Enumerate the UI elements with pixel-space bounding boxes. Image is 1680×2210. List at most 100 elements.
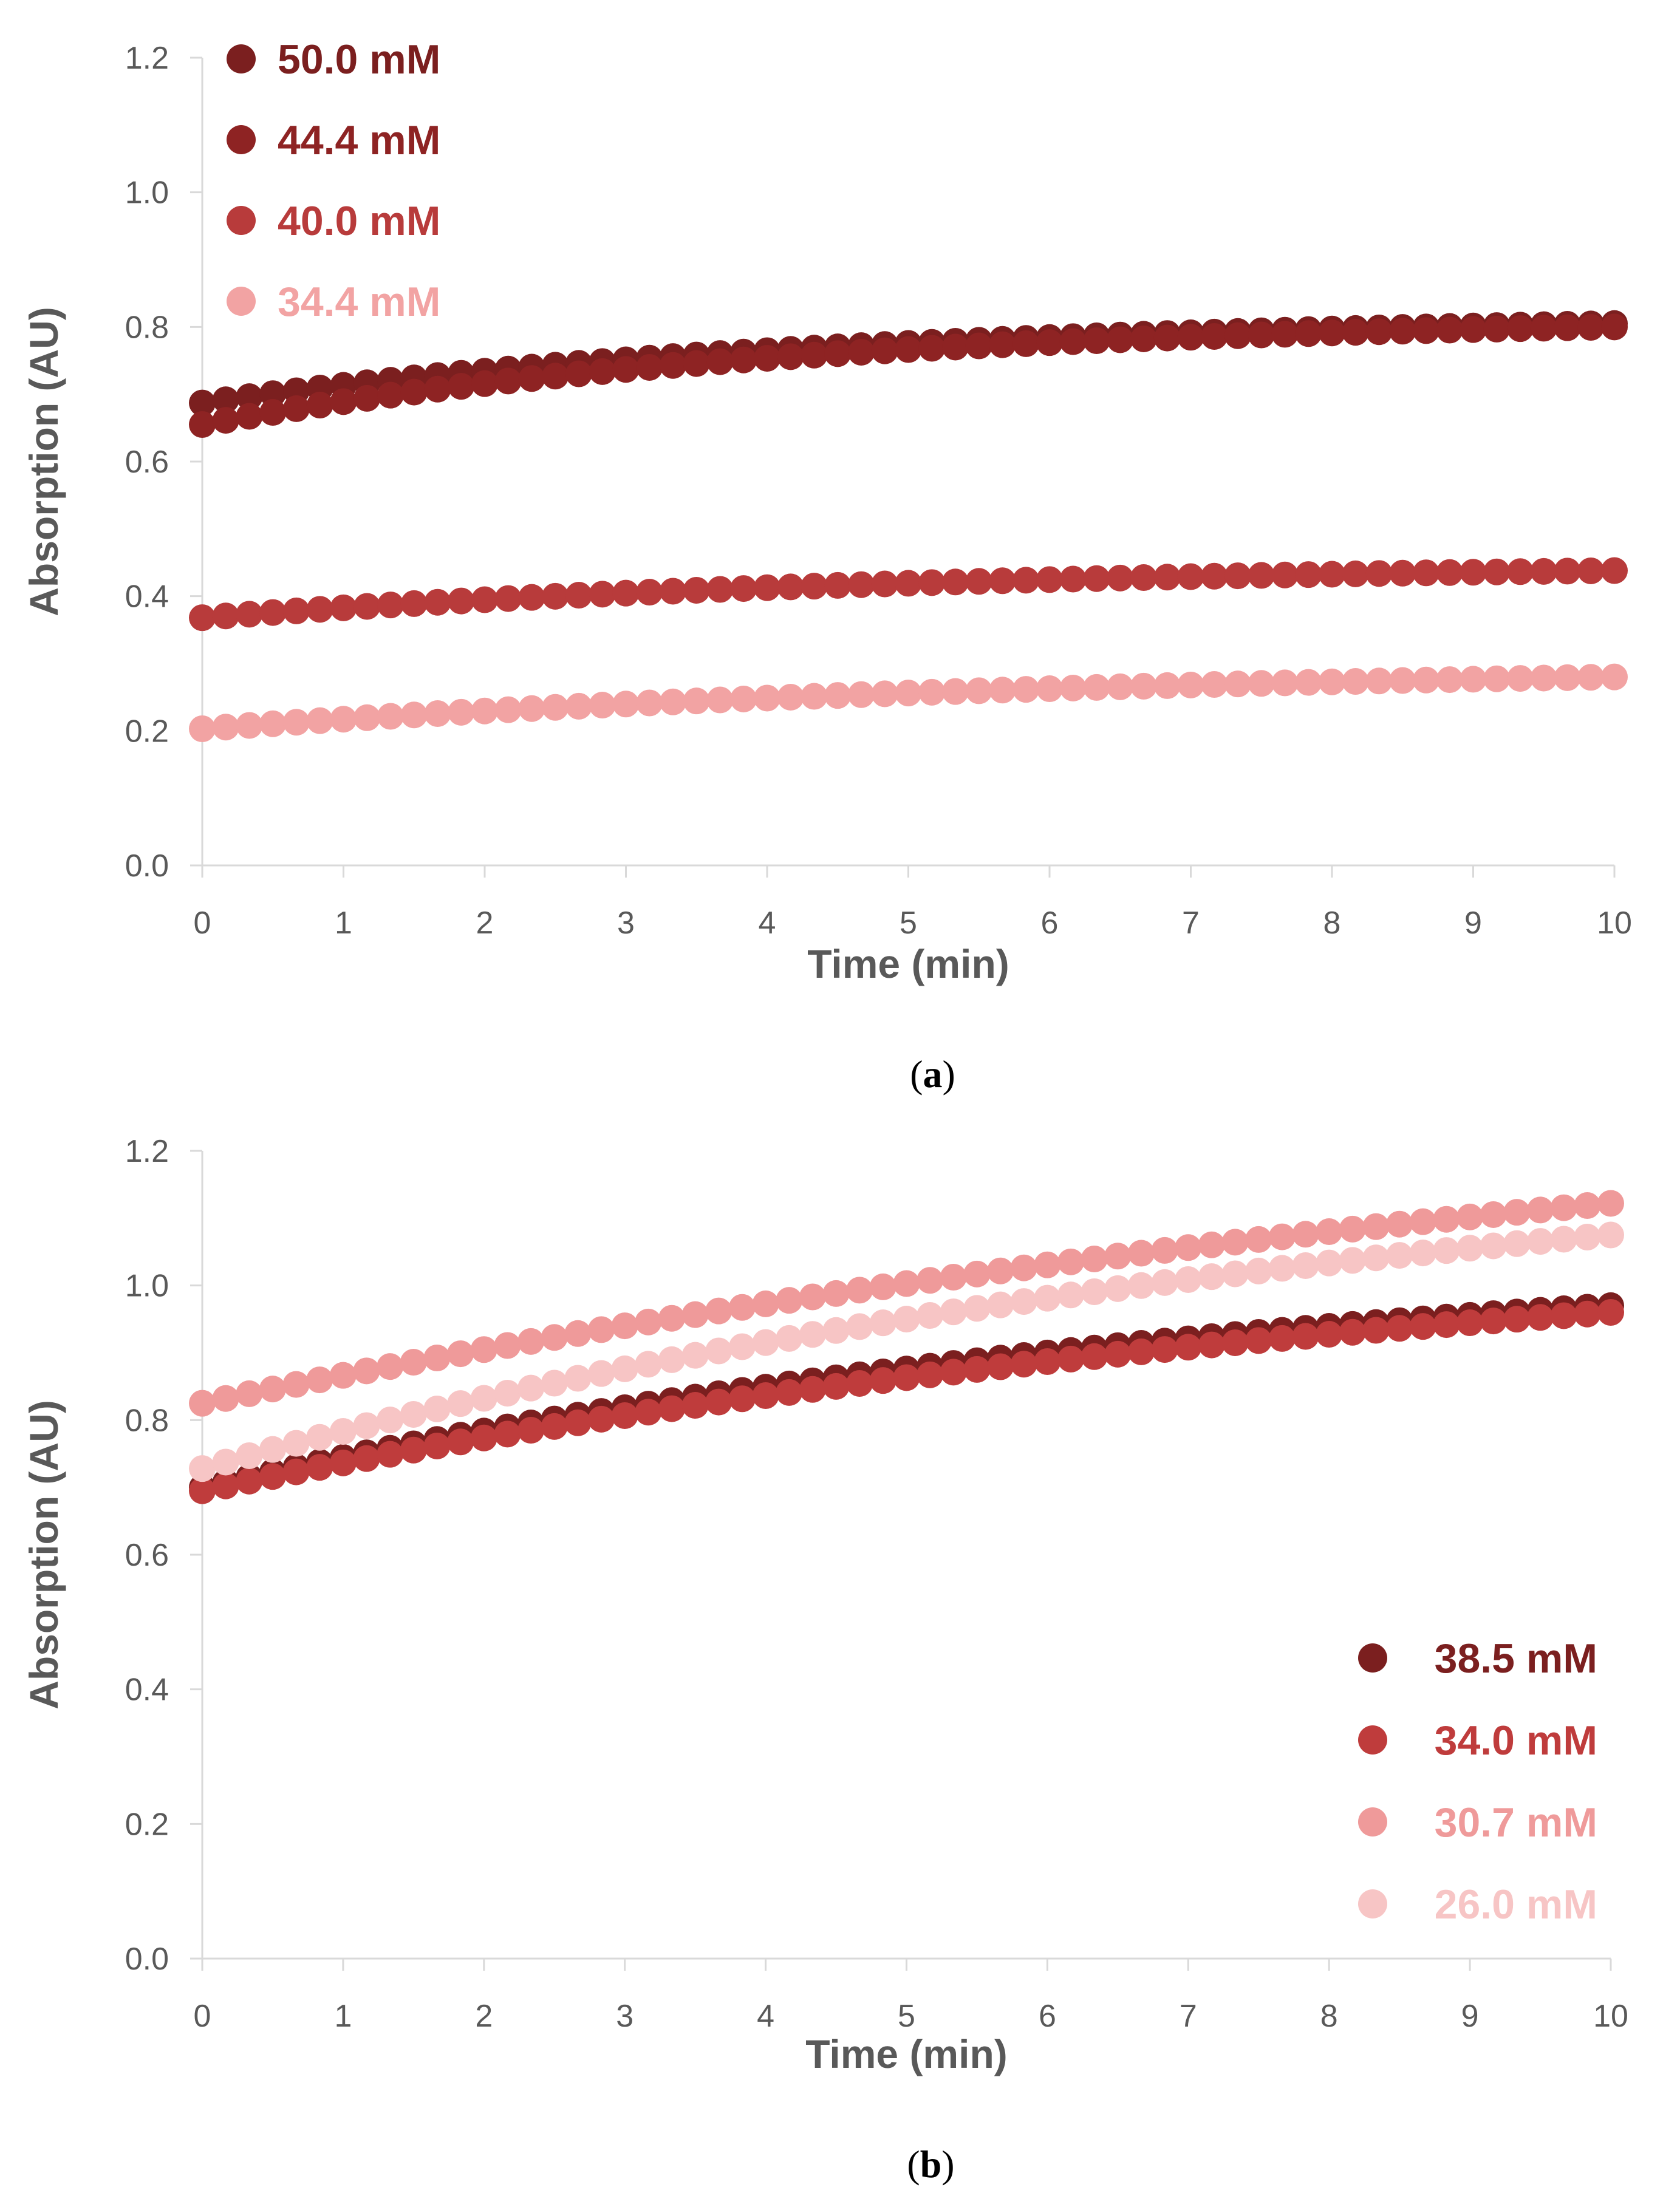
data-point	[1483, 315, 1511, 343]
data-point	[683, 687, 710, 715]
data-point	[1503, 1199, 1531, 1226]
data-point	[824, 682, 852, 709]
data-point	[1036, 329, 1063, 356]
data-point	[424, 700, 451, 727]
data-point	[306, 392, 333, 419]
data-point	[683, 350, 710, 377]
data-point	[893, 1306, 920, 1333]
x-tick-label: 2	[475, 1999, 493, 2034]
x-tick-label: 10	[1597, 905, 1632, 941]
data-point	[987, 1257, 1014, 1284]
data-point	[306, 1366, 333, 1394]
data-point	[1175, 1266, 1202, 1293]
data-point	[1128, 1338, 1155, 1365]
data-point	[1319, 319, 1345, 347]
data-point	[636, 689, 663, 717]
data-point	[1012, 676, 1040, 703]
data-point	[1268, 1255, 1296, 1282]
x-tick-label: 5	[898, 1999, 915, 2034]
x-tick-label: 4	[759, 905, 776, 941]
data-point	[1130, 325, 1157, 352]
y-tick-label: 1.0	[125, 1269, 169, 1304]
data-point	[1268, 1325, 1296, 1352]
y-tick-label: 0.4	[125, 579, 169, 615]
data-point	[754, 574, 780, 601]
legend-label: 30.7 mM	[1435, 1799, 1597, 1846]
series-44-4-mM	[189, 313, 1628, 438]
data-point	[1104, 1275, 1132, 1302]
data-point	[470, 1385, 497, 1412]
data-point	[728, 1333, 756, 1360]
data-point	[705, 1337, 732, 1365]
data-point	[212, 407, 239, 434]
data-point	[730, 575, 757, 602]
series-26-0-mM	[189, 1221, 1624, 1482]
legend-label: 34.0 mM	[1435, 1717, 1597, 1764]
data-point	[330, 594, 357, 621]
series-30-7-mM	[189, 1190, 1624, 1417]
data-point	[259, 380, 287, 408]
data-point	[1268, 1223, 1296, 1250]
data-point	[447, 1428, 474, 1456]
data-point	[494, 1380, 521, 1407]
data-point	[1339, 1318, 1366, 1346]
data-point	[494, 585, 522, 612]
data-point	[329, 1449, 357, 1476]
data-point	[236, 403, 263, 430]
data-point	[1151, 1336, 1178, 1363]
data-point	[963, 1356, 991, 1383]
data-point	[846, 1369, 873, 1397]
data-point	[189, 604, 216, 632]
data-point	[471, 370, 498, 397]
x-tick-label: 9	[1464, 905, 1482, 941]
data-point	[776, 1287, 803, 1314]
data-point	[869, 1309, 896, 1337]
data-point	[189, 1390, 216, 1417]
data-point	[1386, 1242, 1413, 1269]
data-point	[1456, 1309, 1484, 1337]
data-point	[636, 579, 663, 606]
data-point	[541, 1413, 568, 1440]
data-point	[518, 584, 545, 611]
data-point	[754, 344, 780, 372]
data-point	[965, 332, 992, 360]
data-point	[1198, 1231, 1225, 1258]
data-point	[1365, 560, 1393, 587]
data-point	[423, 1345, 451, 1372]
data-point	[801, 683, 828, 710]
data-point	[1083, 565, 1110, 592]
x-axis-title: Time (min)	[805, 2031, 1007, 2076]
data-point	[1597, 1221, 1624, 1249]
data-point	[1177, 671, 1204, 698]
legend-label: 26.0 mM	[1435, 1881, 1597, 1928]
data-point	[259, 1463, 286, 1490]
data-point	[1503, 1230, 1531, 1257]
data-point	[564, 1409, 592, 1436]
data-point	[1413, 317, 1439, 344]
data-point	[728, 1294, 756, 1321]
x-tick-label: 4	[757, 1999, 774, 2034]
data-point	[895, 570, 922, 597]
data-point	[611, 1402, 638, 1429]
data-point	[212, 386, 239, 414]
data-point	[542, 582, 569, 610]
data-point	[377, 703, 404, 730]
data-point	[1245, 1327, 1272, 1354]
data-point	[259, 1436, 286, 1463]
data-point	[1057, 1345, 1085, 1373]
data-point	[752, 1329, 779, 1356]
data-point	[1436, 559, 1463, 586]
data-point	[1151, 1269, 1178, 1296]
data-point	[353, 1357, 380, 1385]
data-point	[1389, 667, 1416, 694]
data-point	[612, 691, 640, 718]
data-point	[965, 568, 992, 595]
data-point	[1175, 1234, 1202, 1261]
data-point	[658, 1395, 685, 1422]
y-tick-label: 0.6	[125, 1538, 169, 1573]
panel-label: (b)	[907, 2143, 954, 2186]
data-point	[1342, 560, 1369, 587]
data-point	[846, 1277, 873, 1304]
data-point	[1507, 665, 1534, 692]
